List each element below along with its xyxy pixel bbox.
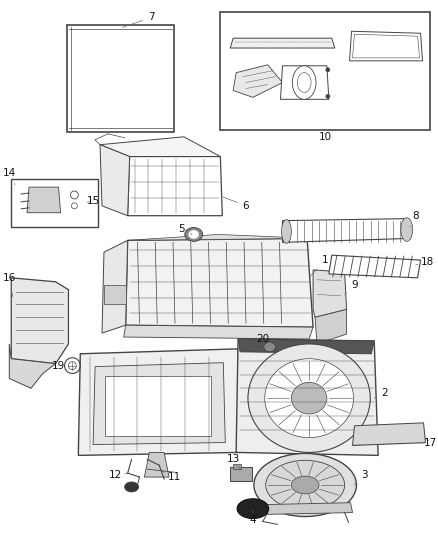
Polygon shape	[230, 38, 335, 48]
Bar	[67, 26, 174, 132]
Text: 9: 9	[345, 280, 358, 295]
Text: 12: 12	[109, 470, 127, 480]
Polygon shape	[353, 423, 425, 446]
Polygon shape	[350, 31, 423, 61]
Text: 8: 8	[410, 211, 419, 227]
Bar	[230, 467, 252, 481]
Ellipse shape	[189, 230, 199, 238]
Polygon shape	[127, 235, 313, 240]
Polygon shape	[100, 144, 130, 216]
Ellipse shape	[248, 344, 370, 453]
Ellipse shape	[254, 454, 357, 516]
Polygon shape	[258, 503, 353, 514]
Polygon shape	[93, 362, 225, 445]
Ellipse shape	[292, 66, 316, 99]
Text: 4: 4	[250, 511, 256, 526]
Ellipse shape	[266, 461, 345, 510]
Bar	[11, 179, 98, 227]
Polygon shape	[27, 187, 60, 213]
Text: 16: 16	[3, 273, 16, 297]
Polygon shape	[102, 240, 127, 333]
Bar	[233, 464, 241, 469]
Bar	[104, 285, 126, 304]
Polygon shape	[124, 325, 313, 339]
Text: 5: 5	[179, 223, 192, 235]
Polygon shape	[283, 219, 411, 243]
Polygon shape	[233, 65, 283, 98]
Text: 17: 17	[424, 438, 437, 448]
Bar	[105, 376, 212, 435]
Polygon shape	[313, 270, 346, 317]
Ellipse shape	[125, 482, 138, 492]
Ellipse shape	[326, 94, 330, 98]
Ellipse shape	[282, 220, 291, 244]
Polygon shape	[78, 349, 240, 455]
Polygon shape	[100, 137, 220, 157]
Ellipse shape	[291, 476, 319, 494]
Polygon shape	[280, 66, 329, 99]
Text: 7: 7	[122, 12, 155, 27]
Polygon shape	[315, 309, 346, 344]
Polygon shape	[238, 339, 374, 354]
Text: 20: 20	[256, 334, 269, 347]
Text: 14: 14	[3, 168, 16, 184]
Text: 13: 13	[226, 454, 240, 468]
Text: 18: 18	[416, 257, 434, 267]
Ellipse shape	[237, 499, 268, 519]
Ellipse shape	[185, 228, 203, 241]
Ellipse shape	[326, 68, 330, 72]
Text: 19: 19	[52, 361, 65, 370]
Ellipse shape	[401, 217, 413, 241]
Polygon shape	[236, 339, 378, 455]
Polygon shape	[9, 344, 56, 389]
Text: 3: 3	[354, 470, 367, 485]
Polygon shape	[126, 238, 313, 327]
Text: 2: 2	[374, 388, 387, 398]
Text: 11: 11	[162, 471, 180, 482]
Text: 10: 10	[318, 132, 332, 142]
Polygon shape	[329, 255, 420, 278]
Bar	[220, 12, 431, 130]
Text: 15: 15	[86, 196, 100, 206]
Polygon shape	[127, 157, 223, 216]
Text: 1: 1	[309, 255, 328, 278]
Polygon shape	[145, 453, 169, 477]
Ellipse shape	[291, 382, 327, 414]
Text: 6: 6	[223, 197, 249, 211]
Ellipse shape	[264, 342, 276, 352]
Polygon shape	[11, 278, 68, 364]
Ellipse shape	[265, 359, 353, 438]
